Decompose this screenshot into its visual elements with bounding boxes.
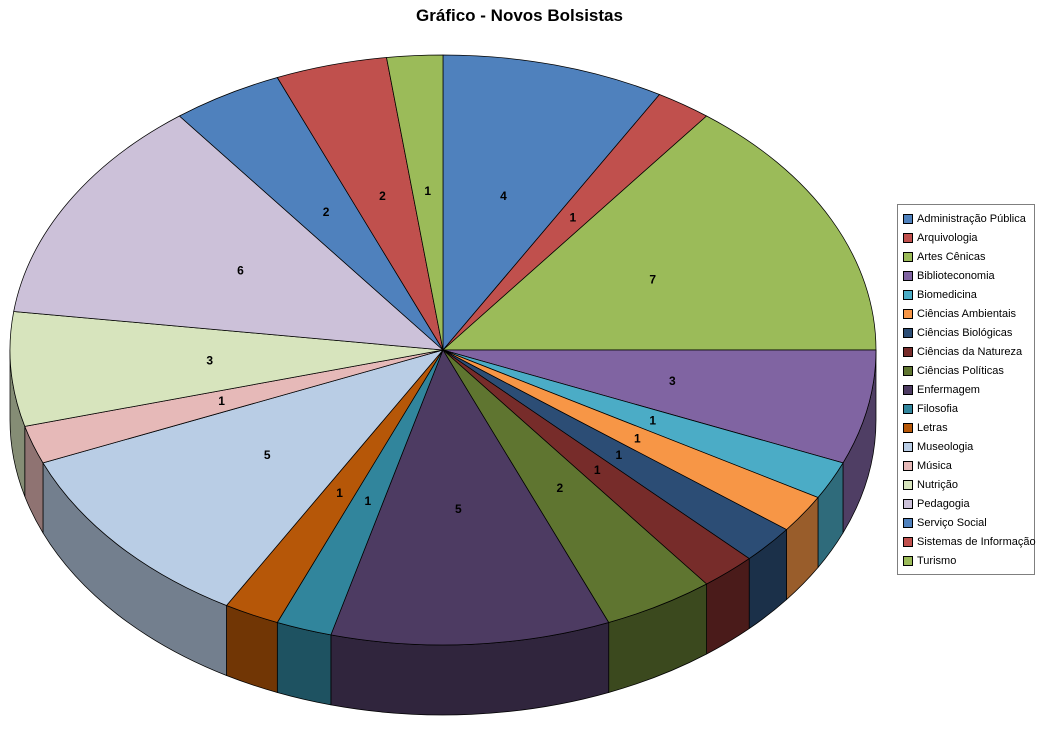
legend-swatch (903, 232, 913, 243)
legend-label: Ciências da Natureza (917, 345, 1023, 358)
pie-slice-label: 1 (594, 463, 601, 477)
legend-swatch (903, 289, 913, 300)
legend-label: Biblioteconomia (917, 269, 995, 282)
pie-slice-label: 4 (500, 189, 507, 203)
legend-item: Ciências da Natureza (901, 342, 1031, 361)
pie-slice-label: 5 (455, 502, 462, 516)
legend-item: Nutrição (901, 475, 1031, 494)
legend: Administração Pública Arquivologia Artes C… (897, 204, 1036, 575)
pie-slice: Administração Pública: 4 (442, 54, 660, 351)
legend-label: Biomedicina (917, 288, 977, 301)
legend-item: Ciências Ambientais (901, 304, 1031, 323)
pie-slice-label: 6 (237, 263, 244, 277)
legend-label: Artes Cênicas (917, 250, 986, 263)
legend-item: Turismo (901, 551, 1031, 570)
pie-slice-label: 7 (649, 273, 656, 287)
legend-item: Ciências Políticas (901, 361, 1031, 380)
pie-slice-label: 3 (206, 353, 213, 367)
pie-slice-label: 1 (649, 414, 656, 428)
legend-label: Filosofia (917, 402, 958, 415)
legend-label: Ciências Biológicas (917, 326, 1013, 339)
pie-slice: Biblioteconomia: 3 (442, 349, 877, 464)
legend-label: Sistemas de Informação (917, 535, 1036, 548)
pie-slice-side (276, 622, 332, 706)
legend-swatch (903, 384, 913, 395)
legend-item: Letras (901, 418, 1031, 437)
legend-swatch (903, 327, 913, 338)
legend-swatch (903, 270, 913, 281)
legend-label: Administração Pública (917, 212, 1026, 225)
pie-slice-label: 2 (557, 481, 564, 495)
legend-item: Ciências Biológicas (901, 323, 1031, 342)
pie-slice-label: 2 (323, 205, 330, 219)
legend-label: Serviço Social (917, 516, 987, 529)
legend-swatch (903, 441, 913, 452)
legend-label: Arquivologia (917, 231, 978, 244)
legend-label: Letras (917, 421, 948, 434)
legend-label: Nutrição (917, 478, 958, 491)
legend-label: Enfermagem (917, 383, 980, 396)
legend-item: Serviço Social (901, 513, 1031, 532)
pie-slice: Museologia: 5 (42, 349, 444, 606)
legend-swatch (903, 403, 913, 414)
legend-swatch (903, 365, 913, 376)
legend-swatch (903, 555, 913, 566)
legend-swatch (903, 422, 913, 433)
pie-slice: Turismo: 1 (386, 54, 444, 351)
legend-swatch (903, 346, 913, 357)
pie-slice-label: 1 (336, 486, 343, 500)
pie-slice-label: 5 (264, 448, 271, 462)
legend-item: Enfermagem (901, 380, 1031, 399)
legend-item: Biomedicina (901, 285, 1031, 304)
legend-swatch (903, 308, 913, 319)
pie-slice-label: 1 (570, 211, 577, 225)
legend-item: Administração Pública (901, 209, 1031, 228)
pie-slice: Nutrição: 3 (9, 311, 444, 427)
legend-swatch (903, 479, 913, 490)
legend-swatch (903, 536, 913, 547)
pie-slice: Artes Cênicas: 7 (442, 115, 877, 351)
legend-label: Pedagogia (917, 497, 970, 510)
legend-label: Ciências Políticas (917, 364, 1004, 377)
pie-slice-label: 1 (218, 394, 225, 408)
legend-swatch (903, 498, 913, 509)
legend-label: Museologia (917, 440, 974, 453)
pie-slice-label: 3 (669, 374, 676, 388)
pie-slice: Pedagogia: 6 (13, 115, 444, 351)
pie-slice-label: 2 (379, 189, 386, 203)
legend-swatch (903, 517, 913, 528)
chart-title: Gráfico - Novos Bolsistas (416, 6, 623, 25)
legend-item: Filosofia (901, 399, 1031, 418)
legend-item: Artes Cênicas (901, 247, 1031, 266)
legend-label: Turismo (917, 554, 957, 567)
legend-item: Arquivologia (901, 228, 1031, 247)
pie-slice-label: 1 (364, 494, 371, 508)
legend-swatch (903, 251, 913, 262)
legend-label: Ciências Ambientais (917, 307, 1017, 320)
pie-slice-label: 1 (424, 184, 431, 198)
pie-slice-label: 1 (634, 432, 641, 446)
legend-item: Sistemas de Informação (901, 532, 1036, 551)
legend-item: Museologia (901, 437, 1031, 456)
legend-swatch (903, 460, 913, 471)
legend-item: Música (901, 456, 1031, 475)
pie-slice-label: 1 (615, 448, 622, 462)
legend-label: Música (917, 459, 952, 472)
legend-swatch (903, 213, 913, 224)
pie-slice: Enfermagem: 5 (330, 349, 610, 646)
legend-item: Biblioteconomia (901, 266, 1031, 285)
legend-item: Pedagogia (901, 494, 1031, 513)
